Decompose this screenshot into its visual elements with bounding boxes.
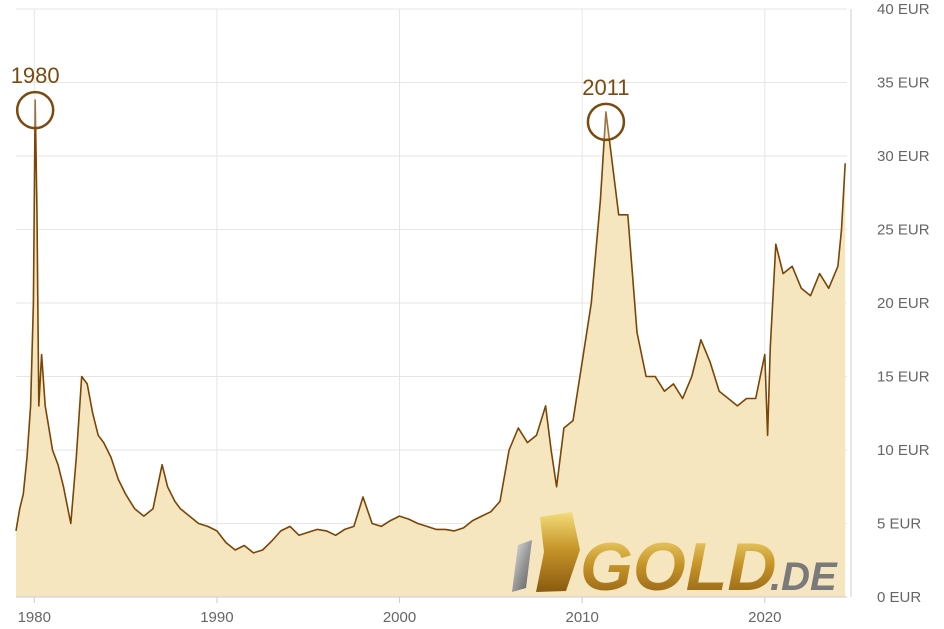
x-tick-label: 1980 xyxy=(18,609,51,626)
y-tick-label: 15 EUR xyxy=(877,369,930,386)
x-tick-label: 1990 xyxy=(200,609,233,626)
y-tick-label: 40 EUR xyxy=(877,1,930,18)
price-area-fill xyxy=(16,100,846,597)
watermark-gold-bar xyxy=(536,512,580,592)
peak-label: 1980 xyxy=(11,63,60,88)
y-tick-label: 30 EUR xyxy=(877,148,930,165)
y-tick-label: 10 EUR xyxy=(877,442,930,459)
gold-de-watermark: GOLD .DE xyxy=(512,512,838,605)
axes: 0 EUR 5 EUR 10 EUR 15 EUR 20 EUR 25 EUR 30 EUR… xyxy=(16,1,930,626)
y-tick-label: 35 EUR xyxy=(877,75,930,92)
peak-annotations: 1980 2011 xyxy=(11,63,630,142)
peak-circle xyxy=(586,102,626,142)
watermark-gold-text: GOLD xyxy=(580,529,776,605)
x-tick-label: 2020 xyxy=(748,609,781,626)
price-line-layer xyxy=(15,99,846,554)
y-tick-label: 25 EUR xyxy=(877,222,930,239)
x-tick-label: 2010 xyxy=(565,609,598,626)
price-line xyxy=(15,99,846,554)
watermark-de-text: .DE xyxy=(770,555,838,599)
y-tick-label: 5 EUR xyxy=(877,516,921,533)
peak-circle xyxy=(15,90,55,130)
peak-label: 2011 xyxy=(582,75,629,100)
y-tick-label: 0 EUR xyxy=(877,589,921,606)
y-tick-label: 20 EUR xyxy=(877,295,930,312)
price-area xyxy=(16,100,846,597)
watermark-silver-bar xyxy=(512,540,532,592)
x-tick-label: 2000 xyxy=(383,609,416,626)
